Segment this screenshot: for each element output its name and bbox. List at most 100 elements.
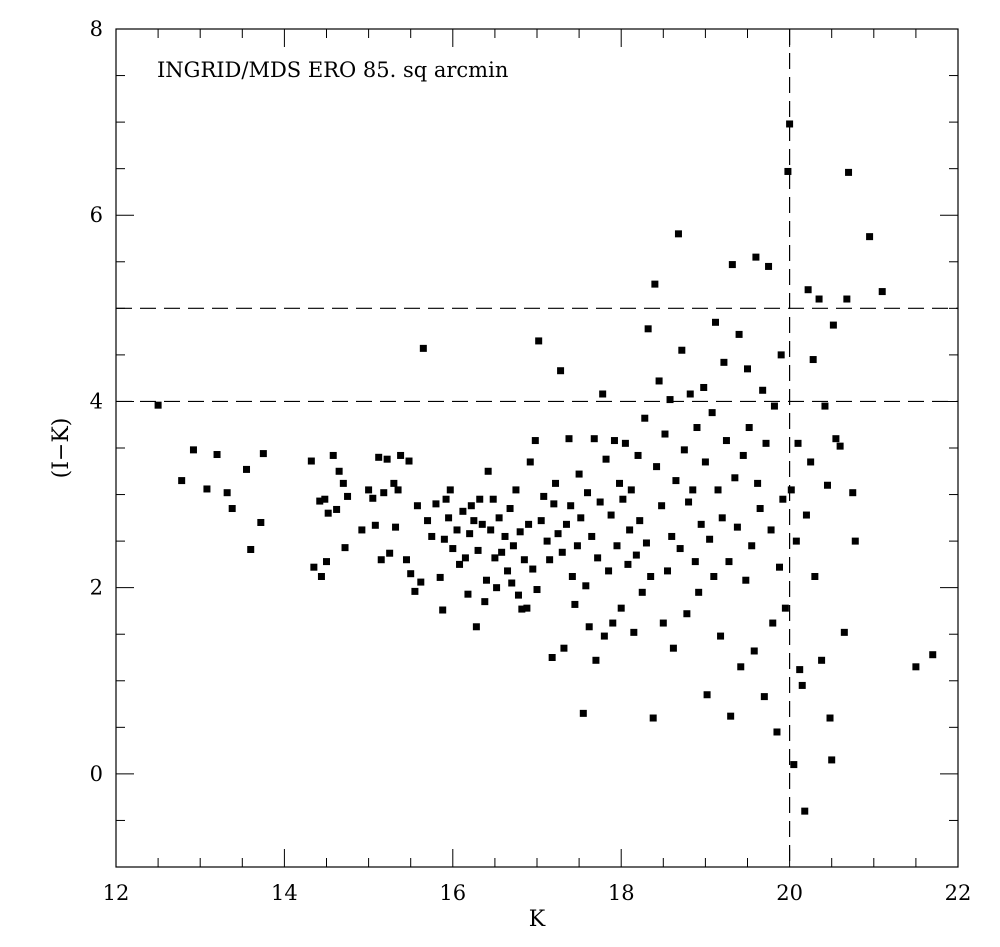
- data-point: [651, 280, 659, 288]
- data-point: [259, 450, 267, 458]
- data-point: [178, 477, 186, 485]
- data-point: [247, 545, 255, 553]
- data-point: [655, 377, 663, 385]
- data-point: [731, 474, 739, 482]
- data-point: [504, 567, 512, 575]
- data-point: [829, 321, 837, 329]
- data-point: [514, 591, 522, 599]
- data-point: [413, 502, 421, 510]
- data-point: [668, 532, 676, 540]
- data-point: [769, 619, 777, 627]
- data-point: [912, 663, 920, 671]
- data-point: [470, 517, 478, 525]
- data-point: [644, 325, 652, 333]
- data-point: [405, 457, 413, 465]
- data-point: [518, 605, 526, 613]
- data-point: [742, 576, 750, 584]
- data-point: [525, 520, 533, 528]
- data-point: [341, 544, 349, 552]
- data-point: [523, 604, 531, 612]
- data-point: [685, 498, 693, 506]
- data-point: [369, 494, 377, 502]
- data-point: [377, 556, 385, 564]
- data-point: [321, 495, 329, 503]
- data-point: [487, 526, 495, 534]
- data-point: [464, 590, 472, 598]
- data-point: [632, 551, 640, 559]
- data-point: [727, 712, 735, 720]
- data-point: [482, 576, 490, 584]
- data-point: [189, 446, 197, 454]
- data-point: [383, 455, 391, 463]
- data-point: [493, 584, 501, 592]
- data-point: [324, 509, 332, 517]
- data-point: [512, 486, 520, 494]
- data-point: [456, 560, 464, 568]
- data-point: [585, 623, 593, 631]
- data-point: [807, 458, 815, 466]
- data-point: [495, 514, 503, 522]
- data-point: [472, 623, 480, 631]
- data-point: [560, 644, 568, 652]
- data-point: [641, 414, 649, 422]
- data-point: [760, 693, 768, 701]
- data-point: [375, 453, 383, 461]
- data-point: [708, 409, 716, 417]
- data-point: [526, 458, 534, 466]
- chart-annotation: INGRID/MDS ERO 85. sq arcmin: [157, 58, 508, 82]
- data-point: [621, 439, 629, 447]
- data-point: [781, 604, 789, 612]
- data-point: [607, 511, 615, 519]
- data-point: [845, 168, 853, 176]
- y-tick-label: 8: [90, 17, 103, 41]
- x-tick-label: 22: [945, 881, 972, 905]
- data-point: [516, 528, 524, 536]
- data-point: [489, 495, 497, 503]
- data-point: [599, 390, 607, 398]
- data-point: [826, 714, 834, 722]
- data-point: [617, 604, 625, 612]
- major-ticks: [115, 28, 959, 867]
- data-point: [744, 365, 751, 373]
- data-point: [790, 761, 798, 769]
- data-point: [424, 517, 432, 525]
- data-point: [765, 262, 773, 270]
- data-point: [832, 435, 840, 443]
- data-point: [582, 582, 590, 590]
- data-point: [929, 651, 937, 659]
- data-point: [815, 295, 823, 303]
- data-point: [557, 367, 565, 375]
- data-point: [787, 486, 795, 494]
- y-tick-labels: 0 2 4 6 8: [90, 17, 103, 786]
- data-point: [773, 728, 781, 736]
- data-point: [691, 558, 699, 566]
- data-point: [674, 230, 682, 238]
- data-point: [537, 517, 545, 525]
- data-point: [339, 479, 347, 487]
- data-point: [851, 537, 859, 545]
- data-point: [866, 233, 874, 241]
- data-point: [828, 756, 836, 764]
- data-point: [609, 619, 617, 627]
- data-point: [762, 439, 770, 447]
- data-point: [733, 523, 741, 531]
- data-point: [535, 337, 543, 345]
- data-point: [666, 396, 674, 404]
- y-axis-label: (I−K): [49, 418, 74, 479]
- data-point: [440, 535, 448, 543]
- data-point: [509, 542, 517, 550]
- data-point: [703, 691, 711, 699]
- data-point: [748, 542, 756, 550]
- data-point: [531, 437, 539, 445]
- data-point: [543, 537, 551, 545]
- data-point: [323, 558, 330, 566]
- data-point: [836, 442, 844, 450]
- data-point: [558, 548, 566, 556]
- data-point: [501, 532, 509, 540]
- data-point: [809, 356, 817, 364]
- data-point: [636, 517, 644, 525]
- data-point: [756, 505, 764, 513]
- data-point: [600, 632, 608, 640]
- data-point: [840, 628, 848, 636]
